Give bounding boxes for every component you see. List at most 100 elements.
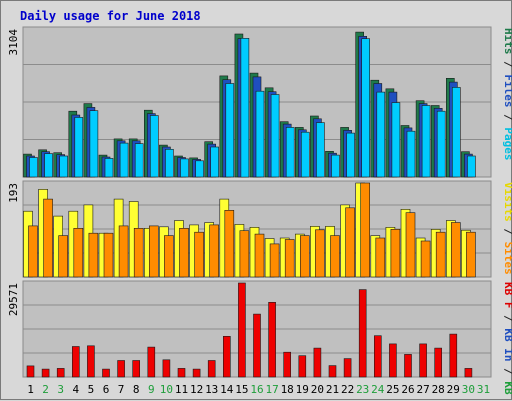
- legend-entry: Sites: [502, 242, 512, 275]
- bar-sites: [164, 235, 174, 278]
- bar-pages: [361, 38, 371, 178]
- bar-sites: [58, 235, 69, 278]
- day-label: 5: [88, 383, 95, 396]
- bar-sites: [466, 231, 476, 278]
- bar-kb-f: [404, 354, 412, 378]
- day-label: 6: [103, 383, 110, 396]
- bar-kb-f: [358, 289, 367, 378]
- day-labels: 1 2 3 4 5 6 7 8 9 10 11 12 13 14 15 16 17 18 19 20 21 22 23 24 2…: [27, 383, 490, 396]
- bar-kb-f: [373, 335, 382, 378]
- panel-legend: Visits / Sites: [502, 182, 512, 275]
- bar-pages: [165, 149, 174, 178]
- day-label: 24: [371, 383, 385, 396]
- bar-kb-f: [464, 368, 473, 378]
- bar-kb-f: [283, 351, 292, 378]
- bar-kb-f: [147, 346, 156, 378]
- day-label: 1: [27, 383, 34, 396]
- bar-kb-f: [132, 360, 140, 378]
- day-label: 7: [118, 383, 125, 396]
- bar-kb-f: [268, 301, 276, 378]
- bar-kb-f: [434, 347, 443, 378]
- bar-sites: [179, 228, 189, 278]
- day-label: 22: [341, 383, 354, 396]
- bar-sites: [360, 182, 371, 278]
- panel-max-label: 3104: [7, 29, 20, 56]
- legend-entry: /: [502, 362, 512, 382]
- bar-sites: [149, 225, 159, 278]
- day-label: 20: [311, 383, 324, 396]
- day-label: 27: [416, 383, 429, 396]
- bar-sites: [239, 230, 250, 278]
- bar-kb-f: [328, 365, 337, 378]
- bar-sites: [405, 212, 416, 278]
- day-label: 15: [235, 383, 248, 396]
- panel-max-label: 29571: [7, 283, 20, 316]
- bar-pages: [225, 83, 235, 178]
- bar-kb-f: [177, 368, 186, 378]
- bar-pages: [451, 87, 461, 178]
- bar-pages: [180, 158, 189, 178]
- bar-sites: [420, 240, 431, 278]
- bar-sites: [103, 232, 114, 278]
- day-label: 8: [133, 383, 140, 396]
- day-label: 12: [190, 383, 203, 396]
- bar-sites: [450, 222, 461, 278]
- legend-entry: /: [502, 55, 512, 75]
- day-label: 18: [281, 383, 294, 396]
- bar-kb-f: [72, 346, 80, 378]
- day-label: 11: [175, 383, 188, 396]
- bar-sites: [43, 198, 53, 278]
- panel-legend: KB F / KB In / KB Out: [502, 282, 512, 401]
- bar-pages: [436, 110, 446, 178]
- bar-kb-f: [162, 359, 171, 378]
- day-label: 13: [205, 383, 218, 396]
- bar-kb-f: [26, 365, 35, 378]
- bar-sites: [390, 229, 401, 278]
- bar-kb-f: [223, 335, 231, 378]
- bar-pages: [346, 132, 355, 178]
- bar-sites: [269, 243, 280, 278]
- bar-pages: [255, 90, 265, 178]
- day-label: 28: [432, 383, 445, 396]
- legend-entry: KB F: [502, 282, 512, 309]
- day-label: 14: [220, 383, 234, 396]
- bar-pages: [119, 142, 129, 178]
- bar-sites: [284, 239, 295, 278]
- bar-kb-f: [389, 343, 397, 378]
- day-label: 29: [447, 383, 460, 396]
- bar-kb-f: [117, 360, 125, 378]
- day-label: 21: [326, 383, 339, 396]
- bar-sites: [345, 207, 355, 278]
- bar-kb-f: [313, 347, 322, 378]
- bar-sites: [194, 231, 204, 278]
- bar-pages: [406, 130, 416, 178]
- legend-entry: /: [502, 222, 512, 242]
- bar-kb-f: [207, 360, 216, 378]
- bar-sites: [254, 233, 265, 278]
- bar-sites: [330, 235, 340, 278]
- legend-entry: /: [502, 108, 512, 128]
- panel-hits: 3104 Hits / Files / Pages: [7, 26, 512, 178]
- bar-pages: [210, 146, 219, 178]
- bar-kb-f: [449, 333, 458, 378]
- bar-pages: [134, 143, 144, 178]
- day-label: 2: [42, 383, 49, 396]
- bar-pages: [421, 105, 431, 178]
- legend-entry: KB In: [502, 328, 512, 361]
- day-label: 26: [401, 383, 414, 396]
- bar-sites: [224, 210, 235, 278]
- bar-pages: [74, 117, 84, 178]
- day-label: 16: [250, 383, 263, 396]
- bar-sites: [435, 231, 446, 278]
- legend-entry: Hits: [502, 28, 512, 55]
- bar-pages: [89, 110, 99, 178]
- bar-sites: [73, 228, 84, 278]
- bar-sites: [375, 237, 386, 278]
- bar-pages: [29, 157, 38, 178]
- bar-pages: [285, 127, 295, 178]
- day-label: 23: [356, 383, 369, 396]
